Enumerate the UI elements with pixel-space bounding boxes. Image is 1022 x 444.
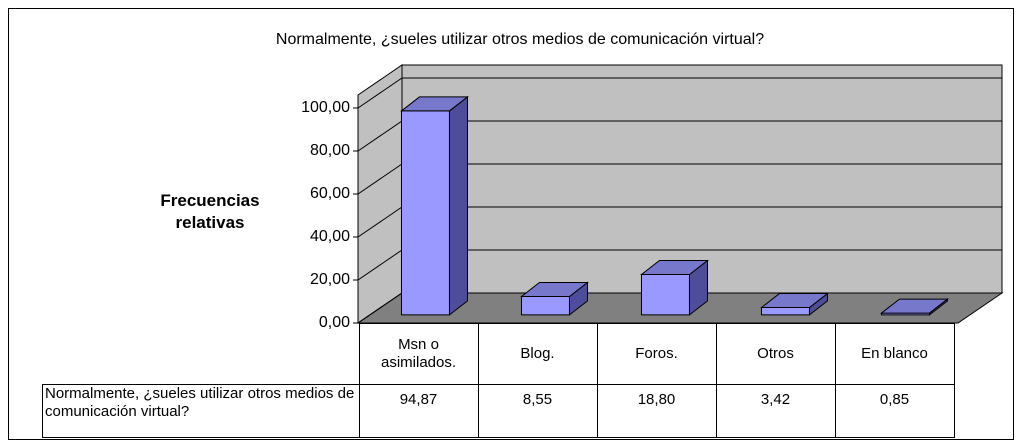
bar-face (760, 307, 810, 316)
table-cell: 8,55 (477, 384, 598, 438)
table-cell: Blog. (477, 323, 598, 385)
table-cell: Normalmente, ¿sueles utilizar otros medi… (42, 384, 360, 438)
bar-face (448, 95, 468, 316)
y-tick-label: 40,00 (310, 228, 350, 245)
table-cell: 3,42 (715, 384, 836, 438)
bar-face (400, 96, 469, 112)
table-cell: Msn o asimilados. (358, 323, 479, 385)
bar (880, 298, 949, 316)
data-table: Msn o asimilados. Blog. Foros. Otros En blan… (42, 323, 955, 438)
category-row: Msn o asimilados. Blog. Foros. Otros En blan… (42, 323, 955, 385)
bar (640, 259, 709, 316)
bar-face (760, 293, 829, 309)
bar (400, 95, 469, 316)
y-axis-title: Frecuencias relativas (160, 191, 260, 232)
chart-title: Normalmente, ¿sueles utilizar otros medi… (276, 31, 764, 48)
bar-face (880, 298, 949, 314)
bar-face (640, 259, 709, 275)
table-cell: Foros. (596, 323, 717, 385)
y-tick-label: 80,00 (310, 142, 350, 159)
table-cell: 18,80 (596, 384, 717, 438)
table-cell: 94,87 (358, 384, 479, 438)
value-row: Normalmente, ¿sueles utilizar otros medi… (42, 384, 955, 438)
table-cell: Otros (715, 323, 836, 385)
table-cell: En blanco (834, 323, 955, 385)
y-tick-label: 20,00 (310, 271, 350, 288)
grid-line (357, 77, 1002, 109)
bar-face (520, 296, 570, 316)
table-cell (42, 323, 360, 385)
bar-face (640, 273, 690, 316)
y-tick-label: 60,00 (310, 185, 350, 202)
back-wall (401, 64, 1003, 294)
bar-face (520, 282, 589, 298)
bar (520, 281, 589, 316)
table-cell: 0,85 (834, 384, 955, 438)
bar-face (400, 110, 450, 316)
y-tick-label: 100,00 (301, 99, 350, 116)
bar (760, 292, 829, 316)
